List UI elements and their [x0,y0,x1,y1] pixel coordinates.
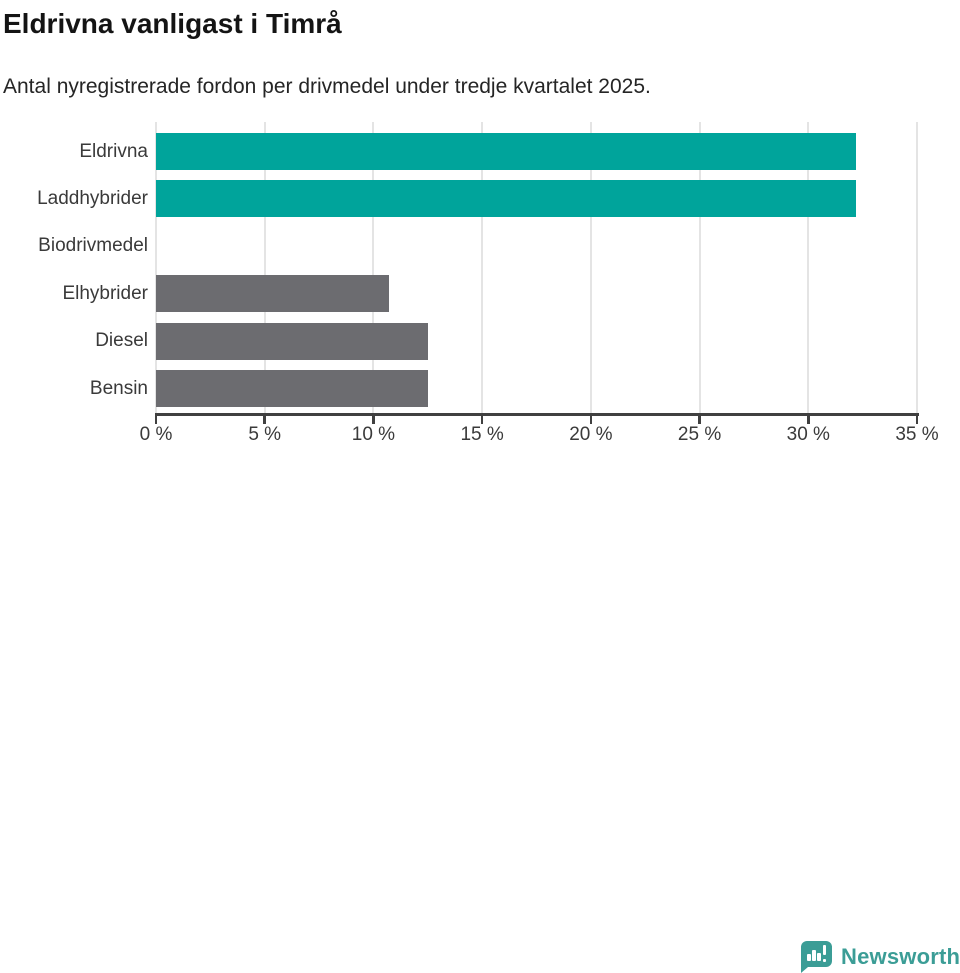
x-axis-tick-20 [589,415,593,424]
category-label-diesel: Diesel [95,330,148,352]
logo-bar-2 [812,950,816,961]
chart-page: Eldrivna vanligast i Timrå Antal nyregis… [0,8,960,973]
x-tick-label-0: 0 % [139,424,173,445]
gridline-30 [807,122,810,413]
category-label-biodrivmedel: Biodrivmedel [38,235,148,257]
bar-diesel [156,322,428,360]
speech-bubble-tail [801,967,808,973]
logo-exclamation-dot [822,958,826,962]
bar-bensin [156,370,428,407]
x-axis-tick-15 [480,415,484,424]
x-axis-tick-5 [263,415,266,424]
category-label-eldrivna: Eldrivna [79,140,148,162]
x-tick-label-5: 5 % [248,424,282,445]
newsworthy-logo-icon [801,941,832,973]
bar-elhybrider [156,275,389,313]
brand-footer: Newsworthy [0,468,960,973]
x-axis-tick-35 [915,415,919,424]
gridline-15 [481,122,484,413]
gridline-35 [916,122,918,413]
category-label-laddhybrider: Laddhybrider [37,187,148,209]
x-axis-tick-10 [372,415,375,424]
x-axis-tick-30 [807,415,810,424]
x-axis-line [154,413,919,416]
brand-name: Newsworthy [841,944,960,969]
gridline-25 [698,122,701,413]
x-tick-label-20: 20 % [569,424,613,445]
logo-bar-3 [817,953,821,961]
category-label-bensin: Bensin [89,377,148,399]
horizontal-bar-chart: Eldrivna Laddhybrider Biodrivmedel Elhybrid… [37,122,939,445]
x-tick-label-15: 15 % [460,424,504,445]
x-tick-label-30: 30 % [786,424,830,445]
logo-bar-1 [807,954,811,961]
x-tick-label-25: 25 % [677,424,722,445]
gridline-20 [589,122,592,413]
gridline-5 [263,122,266,413]
bar-eldrivna [156,133,857,170]
chart-title: Eldrivna vanligast i Timrå [3,8,342,39]
logo-exclamation-bar [822,945,826,955]
gridline-0 [155,122,157,413]
x-axis-tick-0 [154,415,158,424]
x-axis-tick-25 [698,415,701,424]
bar-laddhybrider [156,180,857,218]
chart-subtitle: Antal nyregistrerade fordon per drivmede… [3,75,651,98]
x-tick-label-35: 35 % [895,424,939,445]
gridline-10 [372,122,375,413]
x-tick-label-10: 10 % [351,424,396,445]
category-label-elhybrider: Elhybrider [62,282,148,304]
